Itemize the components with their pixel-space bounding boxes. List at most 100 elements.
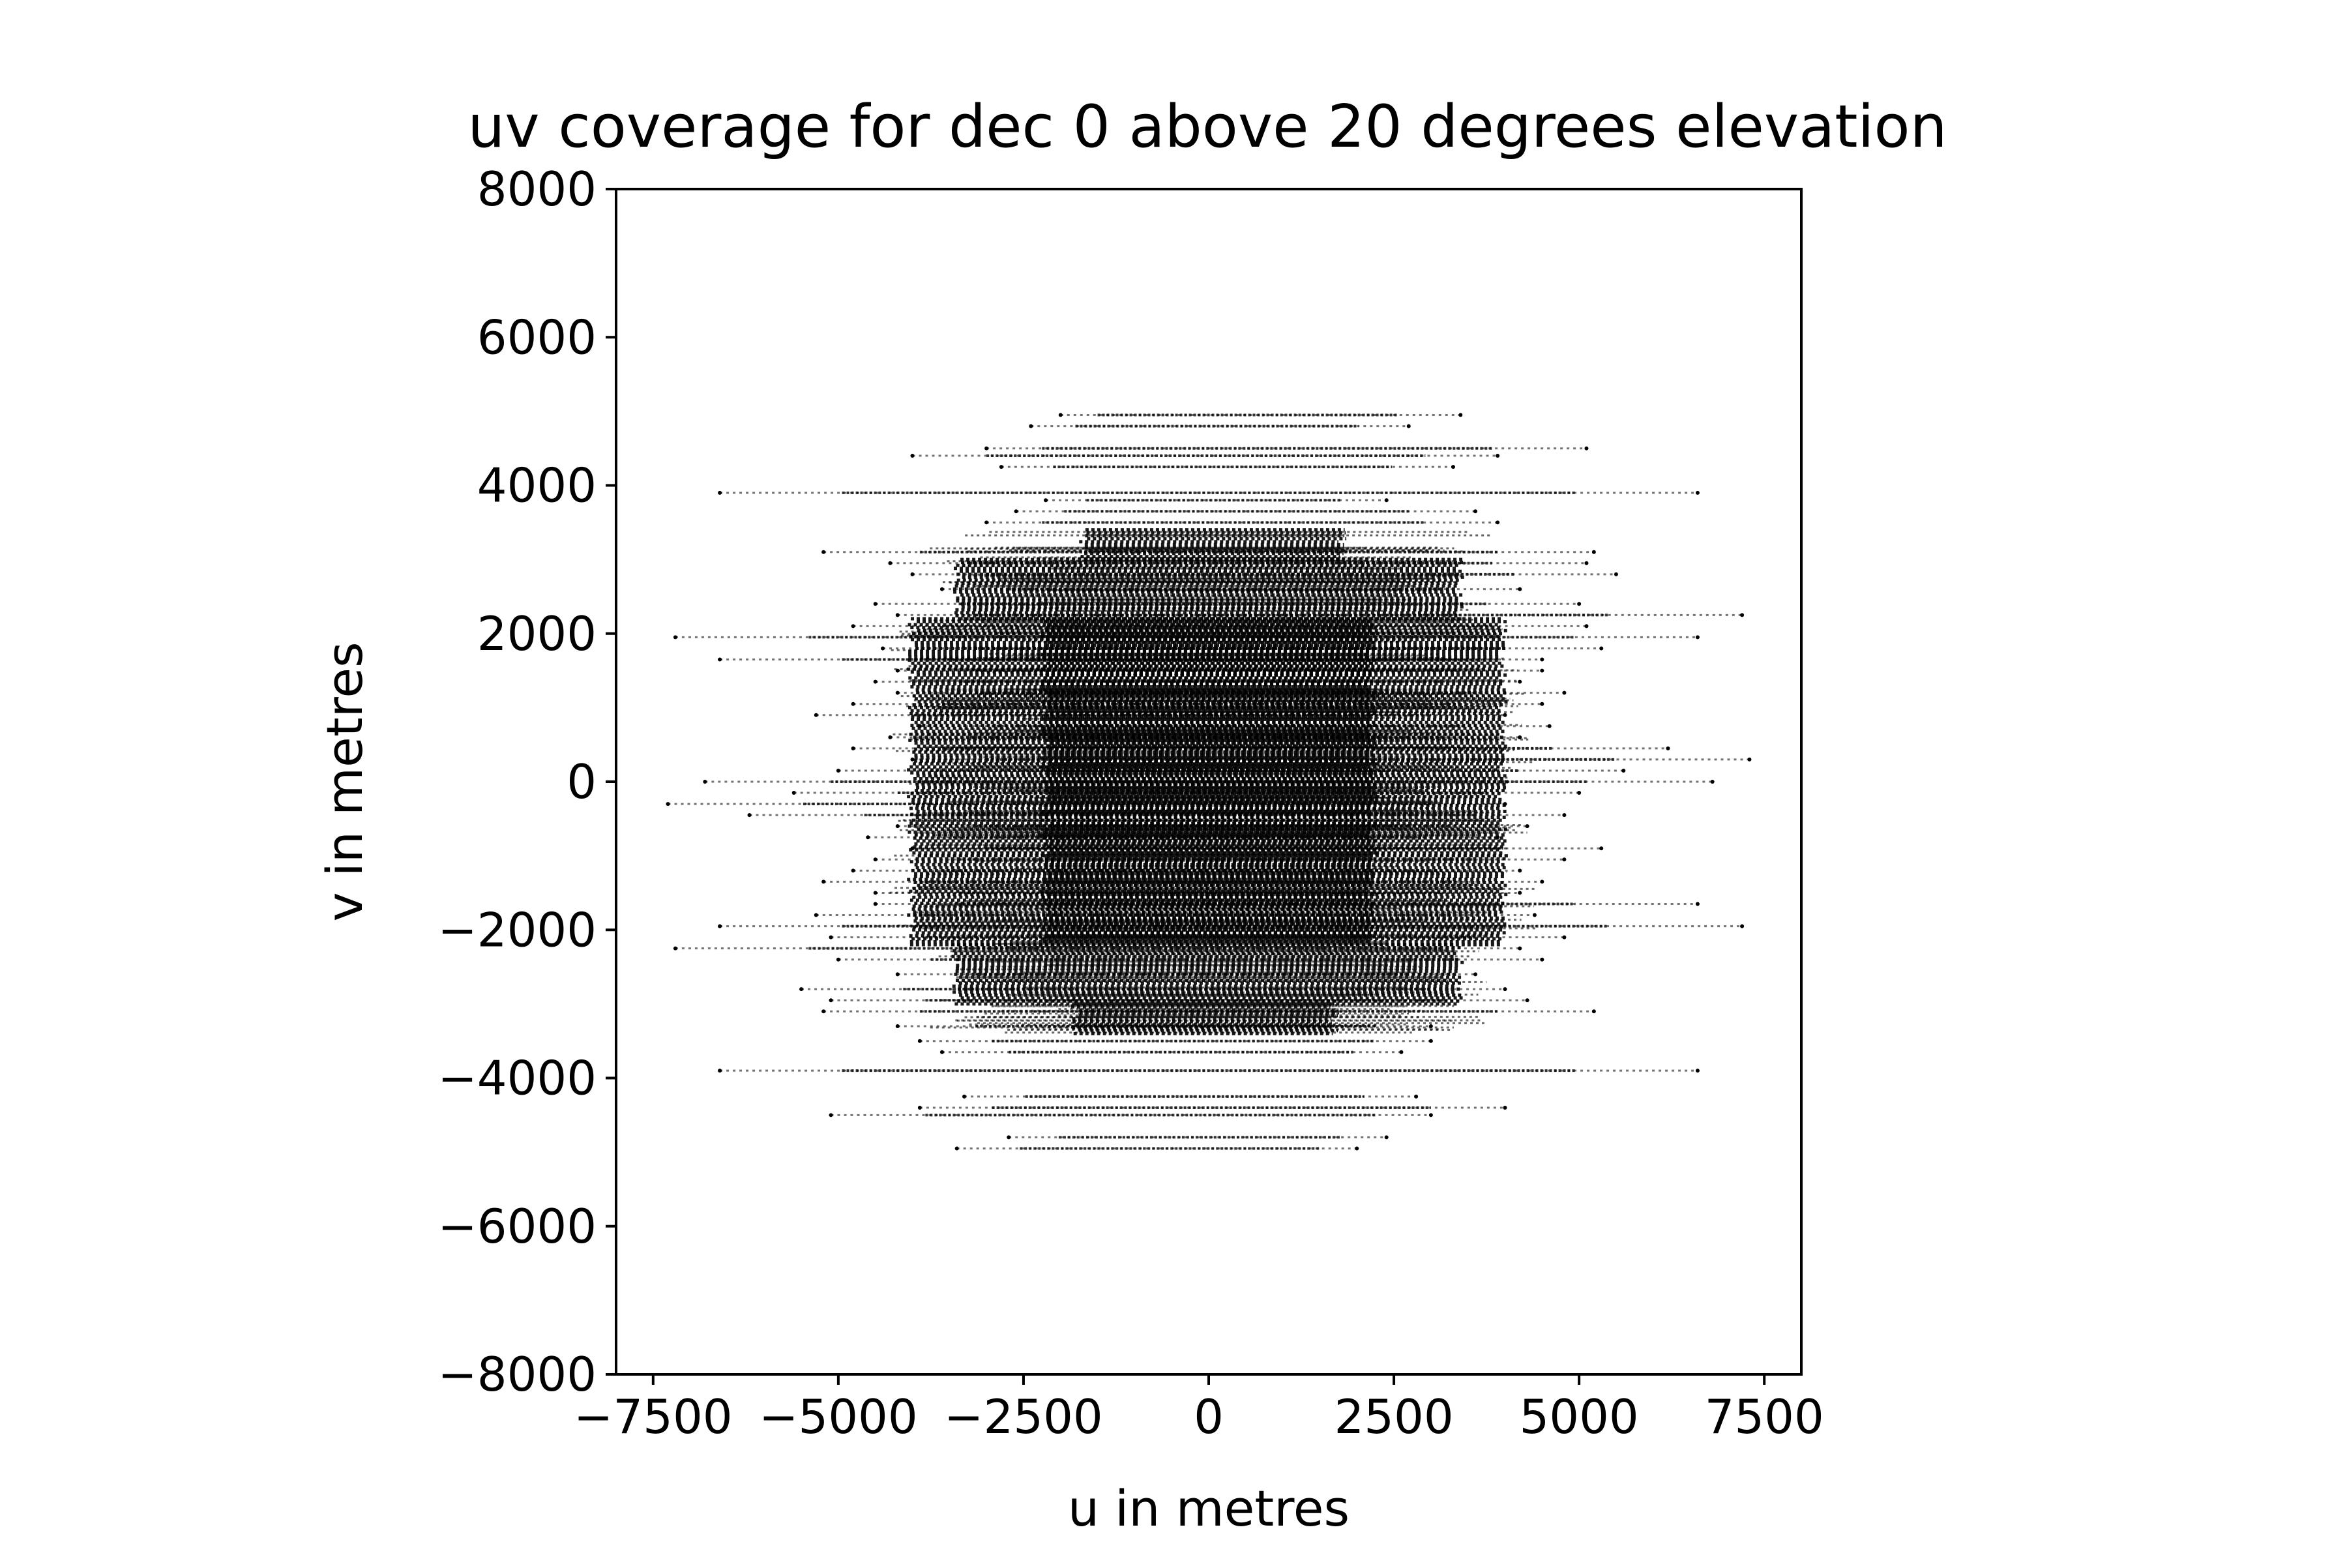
uv-point (1058, 413, 1063, 417)
uv-point (1428, 1039, 1433, 1043)
uv-point (1451, 465, 1455, 469)
uv-point (829, 935, 833, 939)
uv-point (1599, 846, 1604, 851)
uv-point (1007, 1135, 1011, 1140)
uv-point (881, 646, 885, 651)
uv-point (1584, 446, 1589, 451)
x-axis-ticks: −7500 −5000 −2500 0 2500 5000 7500 (574, 1374, 1824, 1444)
uv-point (1562, 857, 1567, 862)
uv-point (836, 957, 840, 962)
x-tick-label: −2500 (944, 1389, 1103, 1444)
uv-point (1428, 1113, 1433, 1117)
uv-point (718, 1069, 722, 1073)
uv-point (1547, 724, 1552, 728)
uv-point (1496, 454, 1500, 458)
uv-point (1406, 424, 1411, 428)
uv-point (1666, 746, 1670, 750)
uv-point (1518, 891, 1522, 895)
uv-point (1591, 1009, 1596, 1014)
uv-point (1562, 935, 1567, 939)
uv-point (1014, 509, 1018, 514)
uv-point (1518, 679, 1522, 684)
uv-point (1695, 490, 1700, 495)
y-tick-label: 2000 (477, 606, 597, 661)
uv-point (1540, 657, 1544, 662)
uv-point (873, 602, 878, 606)
uv-point (1747, 757, 1752, 762)
uv-point (984, 446, 989, 451)
y-tick-label: 8000 (477, 162, 597, 216)
uv-point (1562, 813, 1567, 818)
uv-point (703, 780, 707, 784)
y-tick-label: −8000 (437, 1347, 597, 1402)
uv-point (1525, 998, 1529, 1003)
uv-point (1740, 613, 1745, 617)
uv-point (1384, 1135, 1389, 1140)
uv-point (888, 735, 893, 739)
x-tick-label: 0 (1194, 1389, 1224, 1444)
uv-point (954, 1146, 959, 1151)
uv-point (1473, 972, 1478, 977)
uv-point (1540, 957, 1544, 962)
uv-point (814, 713, 818, 717)
uv-point (814, 913, 818, 917)
uv-point (829, 998, 833, 1003)
uv-point (666, 802, 670, 806)
uv-point (1503, 1105, 1507, 1110)
uv-point (1355, 1146, 1359, 1151)
uv-point (821, 1009, 826, 1014)
uv-point (1029, 424, 1033, 428)
uv-point (917, 724, 922, 728)
uv-point (836, 768, 840, 773)
chart-title: uv coverage for dec 0 above 20 degrees e… (467, 93, 1947, 161)
uv-point (718, 657, 722, 662)
y-tick-label: 0 (567, 754, 597, 809)
uv-point (1503, 987, 1507, 992)
x-tick-label: −7500 (574, 1389, 733, 1444)
uv-point (1599, 646, 1604, 651)
uv-point (895, 613, 900, 617)
uv-point (1695, 1069, 1700, 1073)
x-tick-label: 7500 (1705, 1389, 1824, 1444)
uv-point (1458, 413, 1463, 417)
uv-point (1496, 835, 1500, 840)
uv-point (821, 550, 826, 554)
uv-point (1577, 602, 1582, 606)
data-points (666, 413, 1752, 1151)
uv-point (851, 746, 855, 750)
y-tick-label: 4000 (477, 458, 597, 513)
y-tick-label: 6000 (477, 310, 597, 364)
uv-point (1584, 624, 1589, 629)
uv-point (888, 561, 893, 565)
uv-point (1503, 713, 1507, 717)
uv-point (1399, 1050, 1404, 1054)
uv-point (1591, 550, 1596, 554)
x-tick-label: 2500 (1334, 1389, 1453, 1444)
uv-point (873, 857, 878, 862)
uv-point (984, 520, 989, 525)
y-tick-label: −4000 (437, 1051, 597, 1106)
uv-point (910, 572, 915, 576)
uv-point (1518, 587, 1522, 591)
uv-point (917, 1105, 922, 1110)
uv-point (1540, 702, 1544, 706)
y-axis-ticks: −8000 −6000 −4000 −2000 0 2000 4000 6000 8000 (437, 162, 616, 1402)
uv-point (1614, 572, 1618, 576)
y-tick-label: −2000 (437, 902, 597, 957)
uv-point (1384, 498, 1389, 503)
uv-point (1584, 561, 1589, 565)
uv-point (851, 624, 855, 629)
y-tick-label: −6000 (437, 1199, 597, 1254)
uv-point (895, 972, 900, 977)
uv-point (873, 679, 878, 684)
uv-point (1577, 791, 1582, 795)
uv-point (673, 635, 677, 640)
x-axis-label: u in metres (1068, 1479, 1350, 1537)
y-axis-label: v in metres (316, 642, 374, 921)
uv-point (821, 880, 826, 884)
uv-point (873, 891, 878, 895)
uv-point (895, 1024, 900, 1028)
uv-point (1503, 802, 1507, 806)
